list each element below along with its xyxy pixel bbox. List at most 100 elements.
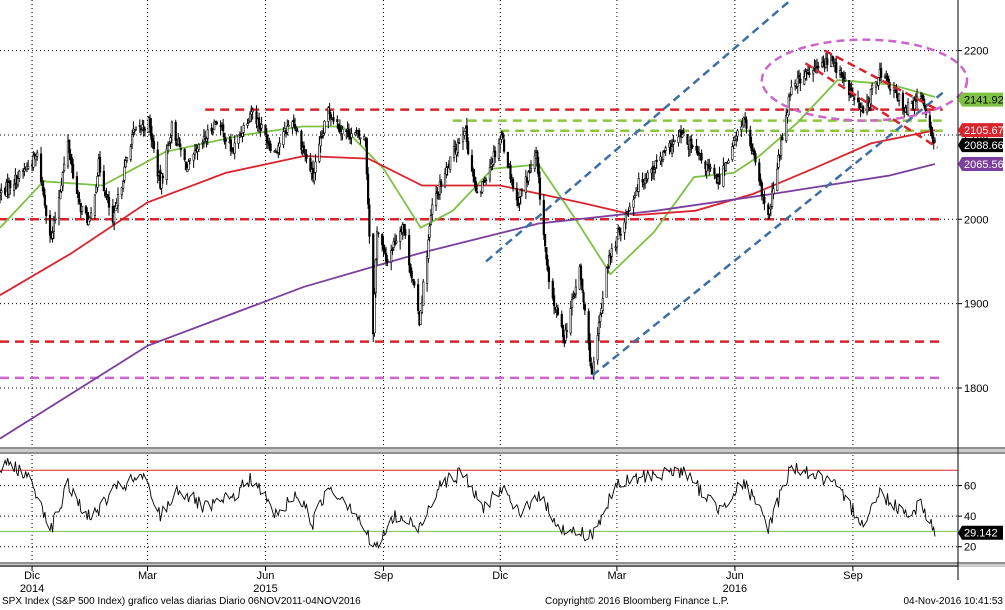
candle-body <box>618 227 621 233</box>
candle-body <box>481 181 484 193</box>
candle-body <box>750 143 753 152</box>
candle-body <box>736 130 739 137</box>
candle-body <box>241 133 244 137</box>
candle-body <box>502 139 506 152</box>
price-candles <box>0 51 937 380</box>
candle-body <box>858 103 861 109</box>
candle-body <box>374 259 377 293</box>
candle-body <box>610 248 613 257</box>
candle-body <box>463 131 466 136</box>
candle-body <box>152 141 156 150</box>
candle-body <box>125 157 129 161</box>
candle-body <box>87 218 90 226</box>
candle-body <box>931 134 934 139</box>
candle-body <box>174 121 177 141</box>
candle-body <box>682 131 685 134</box>
footer: SPX Index (S&P 500 Index) grafico velas … <box>0 596 1005 610</box>
rsi-line <box>0 458 936 550</box>
candle-body <box>718 174 721 185</box>
moving-average-line <box>0 129 936 296</box>
candle-body <box>419 310 422 325</box>
candle-body <box>84 206 88 214</box>
panel-separator-bottom <box>0 562 1005 567</box>
candle-body <box>695 145 698 151</box>
candle-body <box>420 302 424 313</box>
candle-body <box>206 129 209 139</box>
candle-body <box>653 169 656 173</box>
candle-body <box>93 194 97 216</box>
footer-title: SPX Index (S&P 500 Index) grafico velas … <box>2 596 361 607</box>
candle-body <box>877 77 880 86</box>
candle-body <box>484 179 488 182</box>
candle-body <box>467 141 470 154</box>
candle-body <box>763 197 766 204</box>
candle-body <box>197 144 200 150</box>
candle-body <box>88 217 91 222</box>
candle-body <box>806 70 810 73</box>
candle-body <box>113 212 116 223</box>
candle-body <box>359 137 362 140</box>
footer-timestamp: 04-Nov-2016 10:41:53 <box>903 596 1003 607</box>
candle-body <box>732 140 735 146</box>
candle-body <box>529 168 533 172</box>
candle-body <box>39 153 43 183</box>
candle-body <box>428 225 431 238</box>
candle-body <box>785 115 788 141</box>
candle-body <box>410 270 413 278</box>
candle-body <box>627 210 630 213</box>
candle-body <box>329 114 333 119</box>
candle-body <box>497 142 501 159</box>
candle-body <box>52 219 55 232</box>
candle-body <box>474 181 477 192</box>
candle-body <box>75 176 79 195</box>
candle-body <box>670 146 674 154</box>
candle-body <box>63 163 66 171</box>
candle-body <box>77 193 80 199</box>
candle-body <box>323 120 326 134</box>
candle-body <box>32 154 35 168</box>
candle-body <box>170 121 173 136</box>
footer-copyright: Copyright© 2016 Bloomberg Finance L.P. <box>545 596 729 607</box>
panel-separators <box>0 0 1005 580</box>
candle-body <box>606 266 610 269</box>
candle-body <box>897 93 901 101</box>
candle-body <box>561 324 565 338</box>
candle-body <box>165 148 168 181</box>
candle-body <box>470 155 474 172</box>
x-tick-label: Sep <box>843 570 863 582</box>
candle-body <box>291 121 294 128</box>
candle-body <box>686 134 689 145</box>
candle-body <box>672 141 675 145</box>
candle-body <box>628 206 631 211</box>
candle-body <box>458 142 461 144</box>
rsi-y-tick-label: 60 <box>964 481 976 493</box>
candle-body <box>601 298 604 311</box>
value-tag: 2088.66 <box>958 138 1004 153</box>
value-tag: 29.142 <box>958 525 1003 540</box>
candle-body <box>133 129 136 132</box>
candle-body <box>913 100 916 110</box>
candle-body <box>579 265 583 281</box>
candle-body <box>506 151 510 168</box>
candle-body <box>546 259 549 271</box>
candle-body <box>411 279 415 281</box>
candle-body <box>853 97 856 100</box>
candle-body <box>749 129 752 146</box>
candle-body <box>663 150 666 153</box>
candle-body <box>211 131 215 134</box>
candle-body <box>706 163 710 166</box>
candle-body <box>238 135 241 138</box>
candle-body <box>697 152 701 155</box>
candle-body <box>260 124 263 129</box>
value-tag: 2141.92 <box>958 92 1004 107</box>
grid <box>0 0 958 562</box>
candle-body <box>762 195 765 198</box>
value-tag-bg <box>958 138 1003 153</box>
candle-body <box>48 214 52 236</box>
candle-body <box>129 146 132 160</box>
candle-body <box>390 250 393 263</box>
candle-body <box>619 233 622 236</box>
candle-body <box>166 145 170 152</box>
x-year-label: 2015 <box>253 583 277 595</box>
candle-body <box>429 215 433 225</box>
